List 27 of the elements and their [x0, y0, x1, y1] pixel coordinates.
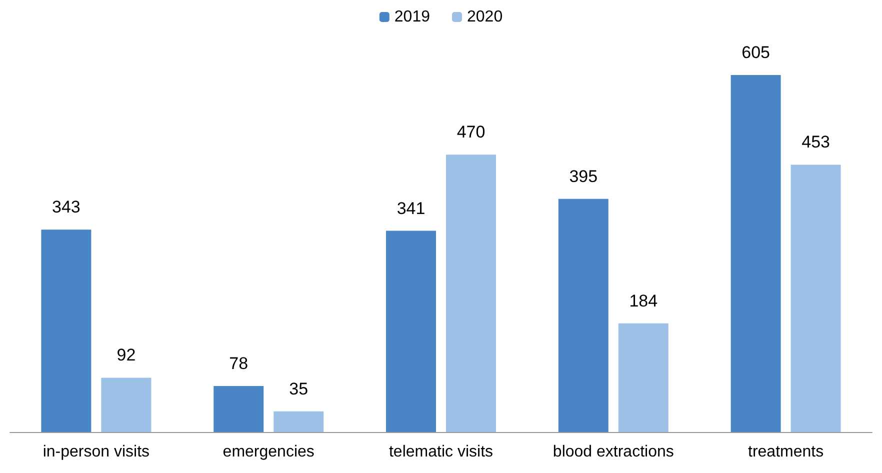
data-label: 453 — [802, 132, 830, 152]
data-label: 184 — [629, 291, 658, 310]
data-label: 92 — [116, 346, 136, 365]
bar — [214, 386, 264, 432]
x-tick-label: treatments — [748, 444, 824, 460]
bar — [558, 198, 608, 432]
data-label: 343 — [52, 198, 80, 217]
bar — [386, 230, 436, 432]
data-label: 605 — [742, 43, 770, 62]
bar — [274, 411, 324, 432]
data-label: 470 — [456, 122, 486, 142]
x-tick-label: emergencies — [222, 444, 314, 460]
x-tick-label: in-person visits — [42, 444, 150, 460]
x-tick-label: telematic visits — [388, 444, 494, 460]
data-label: 341 — [396, 198, 426, 218]
data-label: 395 — [569, 166, 598, 186]
x-tick-label: blood extractions — [552, 444, 674, 460]
bar — [790, 164, 841, 432]
bar — [41, 230, 92, 432]
bar — [446, 154, 496, 432]
data-label: 78 — [229, 354, 248, 373]
bar — [618, 323, 668, 432]
bar — [730, 75, 781, 432]
data-label: 35 — [289, 379, 308, 398]
legend-label: 2019 — [394, 8, 430, 26]
bar — [101, 378, 152, 432]
legend-label: 2020 — [467, 8, 503, 26]
